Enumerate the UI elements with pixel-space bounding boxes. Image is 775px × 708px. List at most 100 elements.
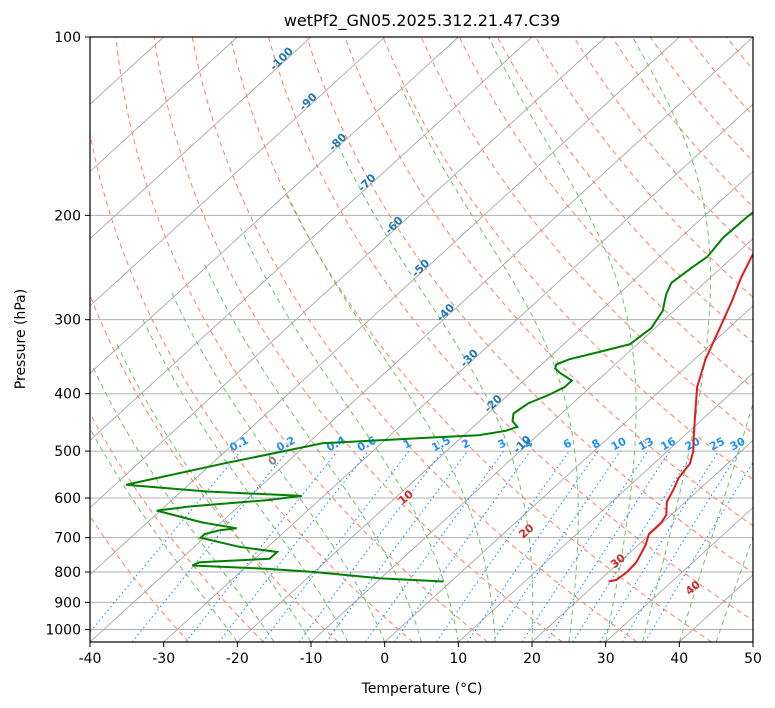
y-tick-label: 600	[54, 491, 81, 507]
mixing-ratio-line	[467, 450, 599, 642]
chart-title: wetPf2_GN05.2025.312.21.47.C39	[284, 11, 560, 31]
mixing-ratio-line	[491, 450, 621, 642]
y-axis-label: Pressure (hPa)	[13, 289, 29, 389]
mixing-ratio-line	[393, 450, 531, 642]
mixing-ratio-label: 30	[728, 435, 748, 454]
moist-adiabat-line	[240, 227, 459, 642]
moist-adiabat-line	[336, 141, 534, 642]
dry-adiabat-line	[153, 37, 563, 642]
isotherm-line	[90, 37, 606, 509]
moist-adiabat-line	[90, 427, 238, 642]
mixing-ratio-label: 13	[636, 435, 656, 454]
mixing-ratio-label: 16	[658, 435, 678, 454]
mixing-ratio-line	[599, 450, 720, 642]
mixing-ratio-line	[185, 450, 339, 642]
x-tick-label: 50	[744, 651, 762, 667]
isotherm-line	[90, 37, 680, 576]
wetbulb-label: 30	[608, 551, 628, 571]
dry-adiabat-line	[115, 37, 488, 642]
isotherm-line	[531, 439, 753, 642]
dry-adiabat-line	[306, 37, 753, 574]
isotherm-label: -40	[434, 301, 457, 324]
mixing-ratio-line	[364, 450, 505, 642]
isotherm-label: -10	[511, 433, 534, 456]
moist-adiabat-line	[203, 262, 422, 642]
mixing-ratio-line	[572, 450, 695, 642]
dry-adiabat-line	[229, 37, 712, 642]
y-tick-label: 400	[54, 387, 81, 403]
mixing-ratio-label: 6	[561, 436, 574, 451]
temperature-profile-line	[608, 252, 753, 583]
plot-frame	[89, 36, 754, 643]
y-tick-label: 1000	[45, 622, 81, 638]
isotherm-line	[90, 37, 385, 307]
mixing-ratio-line	[262, 450, 410, 642]
mixing-ratio-label: 25	[707, 435, 727, 454]
moist-adiabat-line	[283, 187, 496, 642]
moist-adiabat-line	[92, 366, 275, 642]
dry-adiabat-line	[726, 37, 753, 71]
dry-adiabat-line	[687, 37, 753, 117]
isotherm-line	[605, 506, 753, 642]
wetbulb-label: 0	[266, 453, 280, 468]
x-tick-label: 30	[597, 651, 615, 667]
isotherm-line	[458, 372, 753, 642]
mixing-ratio-line	[621, 450, 740, 642]
isotherm-label: -30	[458, 346, 481, 369]
x-tick-label: -40	[79, 651, 102, 667]
mixing-ratio-line	[521, 450, 649, 642]
x-tick-label: -30	[152, 651, 175, 667]
isotherm-line	[752, 641, 753, 642]
dry-adiabat-line	[90, 131, 414, 642]
dry-adiabat-line	[90, 293, 339, 642]
x-tick-label: 40	[670, 651, 688, 667]
mixing-ratio-label: 10	[609, 435, 629, 454]
dry-adiabat-line	[458, 37, 753, 389]
background-lines	[90, 37, 775, 642]
moist-adiabat-line	[171, 292, 386, 642]
dry-adiabat-line	[649, 37, 753, 163]
wetbulb-label: 20	[516, 521, 536, 541]
isotherm-line	[90, 37, 238, 173]
mixing-ratio-label: 8	[590, 436, 603, 451]
mixing-ratio-line	[131, 450, 289, 642]
mixing-ratio-line	[545, 450, 671, 642]
moist-adiabat-line	[142, 319, 349, 642]
isotherm-line	[163, 103, 753, 642]
mixing-ratio-label: 3	[496, 436, 509, 451]
y-tick-label: 800	[54, 565, 81, 581]
dry-adiabat-line	[765, 37, 775, 642]
mixing-ratio-line	[435, 450, 570, 642]
isotherm-label: -20	[482, 392, 505, 415]
y-tick-label: 300	[54, 313, 81, 329]
dry-adiabat-line	[344, 37, 753, 527]
x-axis-label: Temperature (°C)	[361, 681, 483, 697]
data-profiles	[125, 211, 753, 583]
x-tick-label: -20	[226, 651, 249, 667]
dry-adiabat-line	[90, 515, 190, 642]
isotherm-line	[90, 37, 312, 240]
dewpoint-profile-line	[125, 211, 753, 583]
y-tick-label: 500	[54, 444, 81, 460]
dry-adiabat-line	[268, 37, 753, 622]
y-tick-label: 700	[54, 531, 81, 547]
axes: -40 -30 -20 -10 0 10 20 30 40 5010020030040050060…	[45, 30, 762, 667]
dry-adiabat-line	[573, 37, 753, 253]
wetbulb-label: 40	[683, 578, 703, 598]
x-tick-label: -10	[300, 651, 323, 667]
y-tick-label: 200	[54, 208, 81, 224]
dry-adiabat-line	[191, 37, 638, 642]
mixing-ratio-line	[90, 450, 242, 633]
isotherm-line	[384, 305, 753, 642]
dry-adiabat-line	[496, 37, 753, 344]
moist-adiabat-line	[399, 83, 579, 642]
dry-adiabat-line	[535, 37, 753, 298]
moist-adiabat-line	[678, 401, 753, 642]
isotherm-label: -50	[409, 256, 432, 279]
moist-adiabat-line	[632, 37, 711, 642]
isotherm-line	[237, 170, 753, 642]
isotherm-line	[310, 238, 753, 642]
x-tick-label: 10	[449, 651, 467, 667]
moist-adiabat-line	[116, 343, 312, 642]
